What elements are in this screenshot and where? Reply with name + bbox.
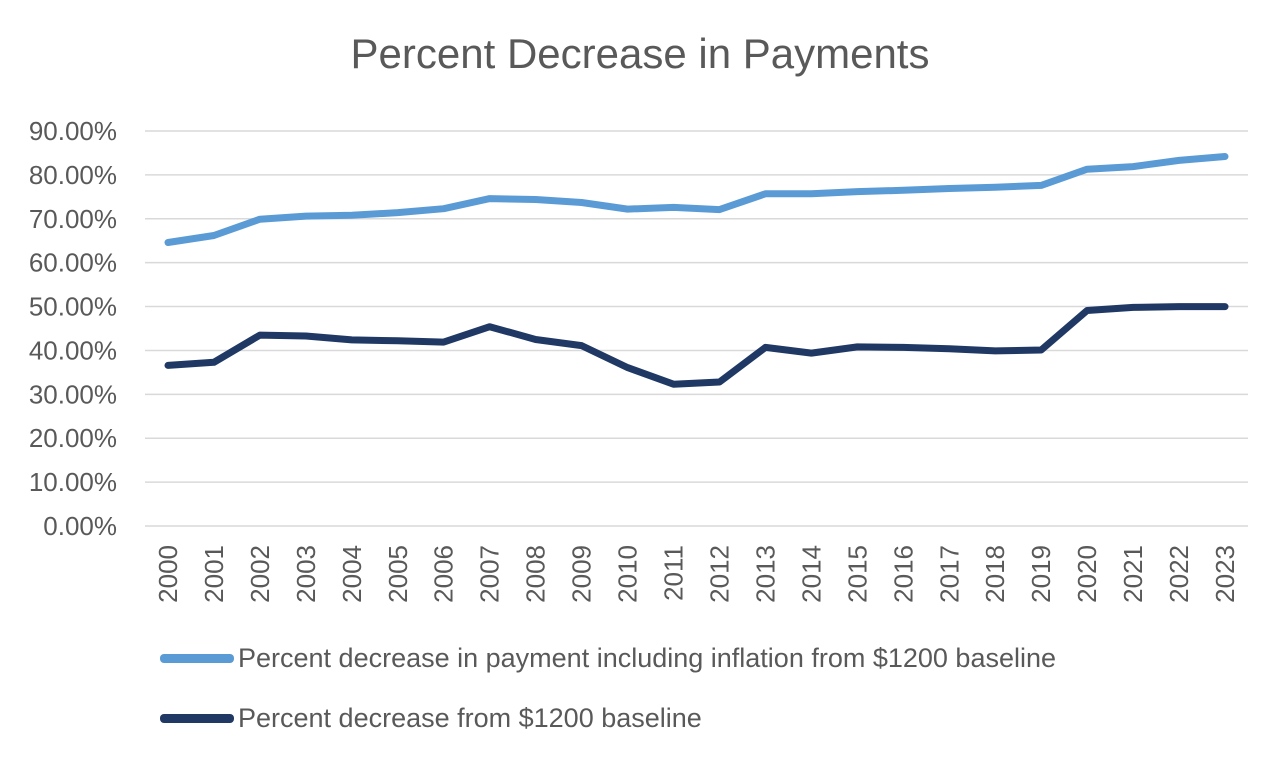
y-tick-label: 40.00% <box>29 335 117 365</box>
x-tick-label: 2005 <box>383 545 413 603</box>
series-line-inflation <box>164 153 1229 246</box>
x-tick-label: 2020 <box>1072 545 1102 603</box>
y-tick-label: 30.00% <box>29 379 117 409</box>
x-tick-label: 2009 <box>567 545 597 603</box>
x-tick-label: 2004 <box>337 545 367 603</box>
y-tick-label: 80.00% <box>29 160 117 190</box>
y-tick-label: 10.00% <box>29 467 117 497</box>
legend: Percent decrease in payment including in… <box>160 640 1056 760</box>
legend-item-baseline: Percent decrease from $1200 baseline <box>160 700 1056 736</box>
y-tick-label: 70.00% <box>29 204 117 234</box>
x-tick-label: 2000 <box>153 545 183 603</box>
x-tick-label: 2019 <box>1026 545 1056 603</box>
x-tick-label: 2006 <box>429 545 459 603</box>
x-tick-label: 2022 <box>1164 545 1194 603</box>
x-tick-label: 2008 <box>521 545 551 603</box>
y-tick-label: 60.00% <box>29 248 117 278</box>
x-tick-label: 2014 <box>796 545 826 603</box>
legend-swatch-inflation <box>160 653 234 663</box>
y-tick-label: 90.00% <box>29 116 117 146</box>
legend-item-inflation: Percent decrease in payment including in… <box>160 640 1056 676</box>
x-tick-label: 2001 <box>199 545 229 603</box>
x-tick-label: 2021 <box>1118 545 1148 603</box>
legend-label-baseline: Percent decrease from $1200 baseline <box>238 702 702 733</box>
x-tick-label: 2011 <box>659 545 689 601</box>
legend-swatch-baseline <box>160 713 234 723</box>
x-axis-tick-labels: 2000 2001 2002 2003 2004 2005 2006 2007 2008 2009… <box>153 545 1240 603</box>
y-tick-label: 0.00% <box>43 511 117 541</box>
gridlines <box>145 130 1248 527</box>
x-tick-label: 2015 <box>842 545 872 603</box>
line-chart: 0.00% 10.00% 20.00% 30.00% 40.00% 50.00% 60.00… <box>29 116 1248 603</box>
x-tick-label: 2018 <box>980 545 1010 603</box>
x-tick-label: 2007 <box>475 545 505 603</box>
legend-label-inflation: Percent decrease in payment including in… <box>238 642 1057 673</box>
series-line-baseline <box>164 303 1229 388</box>
x-tick-label: 2002 <box>245 545 275 603</box>
chart-title: Percent Decrease in Payments <box>350 30 930 77</box>
x-tick-label: 2012 <box>704 545 734 603</box>
y-tick-label: 50.00% <box>29 292 117 322</box>
x-tick-label: 2003 <box>291 545 321 603</box>
x-tick-label: 2013 <box>750 545 780 603</box>
x-tick-label: 2017 <box>934 545 964 603</box>
x-tick-label: 2010 <box>613 545 643 603</box>
series-lines <box>164 153 1229 388</box>
y-tick-label: 20.00% <box>29 423 117 453</box>
x-tick-label: 2023 <box>1210 545 1240 603</box>
y-axis-tick-labels: 0.00% 10.00% 20.00% 30.00% 40.00% 50.00% 60.00… <box>29 116 117 541</box>
x-tick-label: 2016 <box>888 545 918 603</box>
